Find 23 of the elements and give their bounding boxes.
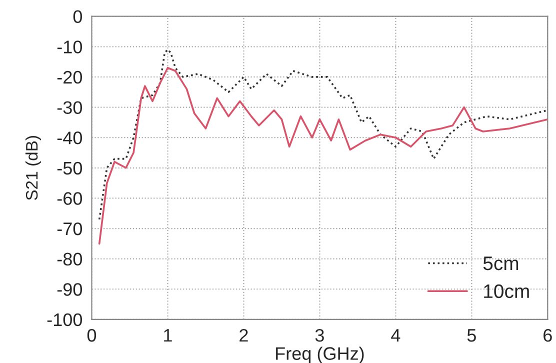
y-tick-label: -10 — [57, 40, 82, 54]
line-series — [98, 48, 548, 220]
y-tick-label: -40 — [57, 132, 82, 144]
x-tick-label: 5 — [467, 329, 476, 342]
x-tick-label: 3 — [315, 328, 324, 342]
y-tick-label: -80 — [57, 252, 82, 266]
y-tick-label: -30 — [57, 101, 82, 114]
y-axis-title: S21 (dB) — [25, 136, 42, 200]
legend-label: 10cm — [484, 284, 529, 298]
x-tick-label: 6 — [544, 328, 552, 342]
line-series — [98, 66, 548, 245]
x-tick-label: 2 — [240, 328, 248, 342]
y-tick-label: -20 — [57, 70, 82, 84]
x-tick-label: 4 — [391, 329, 400, 342]
legend-label: 5cm — [483, 256, 518, 270]
x-tick-label: 0 — [87, 328, 96, 342]
y-tick-label: -100 — [47, 313, 82, 326]
y-tick-label: -90 — [57, 283, 82, 296]
y-tick-label: 0 — [73, 10, 82, 24]
y-tick-label: -60 — [57, 192, 82, 205]
y-tick-label: -70 — [57, 222, 82, 236]
y-tick-label: -50 — [57, 162, 82, 175]
x-tick-label: 1 — [164, 329, 172, 342]
